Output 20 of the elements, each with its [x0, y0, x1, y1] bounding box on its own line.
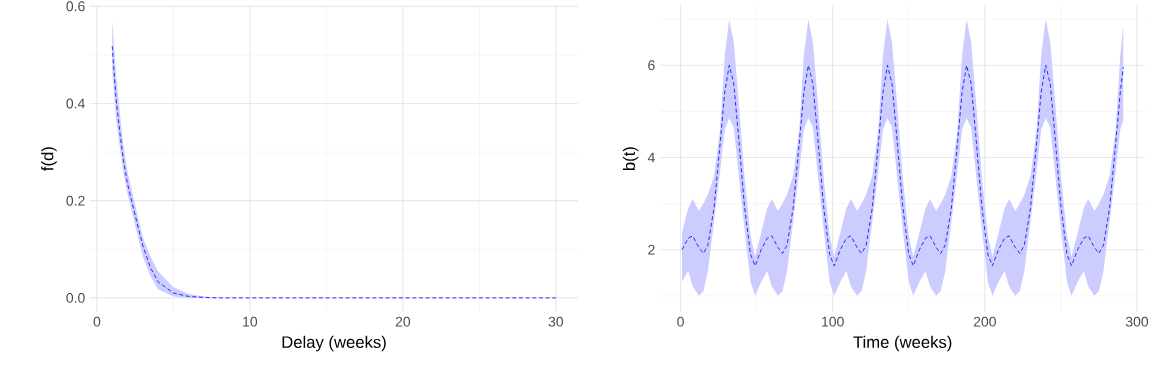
x-tick-label: 300 [1125, 316, 1149, 327]
y-tick-label: 0.2 [66, 195, 85, 206]
line-series [681, 64, 1124, 267]
x-tick-label: 20 [395, 316, 411, 327]
x-tick-label: 0 [677, 316, 684, 327]
y-tick-label: 2 [648, 244, 655, 255]
y-tick-label: 4 [647, 152, 655, 163]
y-axis-title: f(d) [41, 147, 57, 171]
x-axis-title: Delay (weeks) [282, 335, 386, 352]
y-tick-label: 0.4 [66, 98, 85, 109]
y-axis-title: b(t) [622, 147, 639, 171]
x-tick-label: 10 [243, 316, 258, 327]
y-tick-label: 0.6 [66, 1, 85, 12]
x-tick-label: 200 [973, 316, 996, 327]
y-tick-label: 0.0 [66, 292, 85, 303]
x-tick-label: 100 [822, 316, 844, 327]
x-axis-title: Time (weeks) [853, 335, 952, 352]
x-tick-label: 0 [93, 316, 101, 327]
x-tick-label: 30 [548, 316, 564, 327]
y-tick-label: 6 [648, 60, 655, 71]
